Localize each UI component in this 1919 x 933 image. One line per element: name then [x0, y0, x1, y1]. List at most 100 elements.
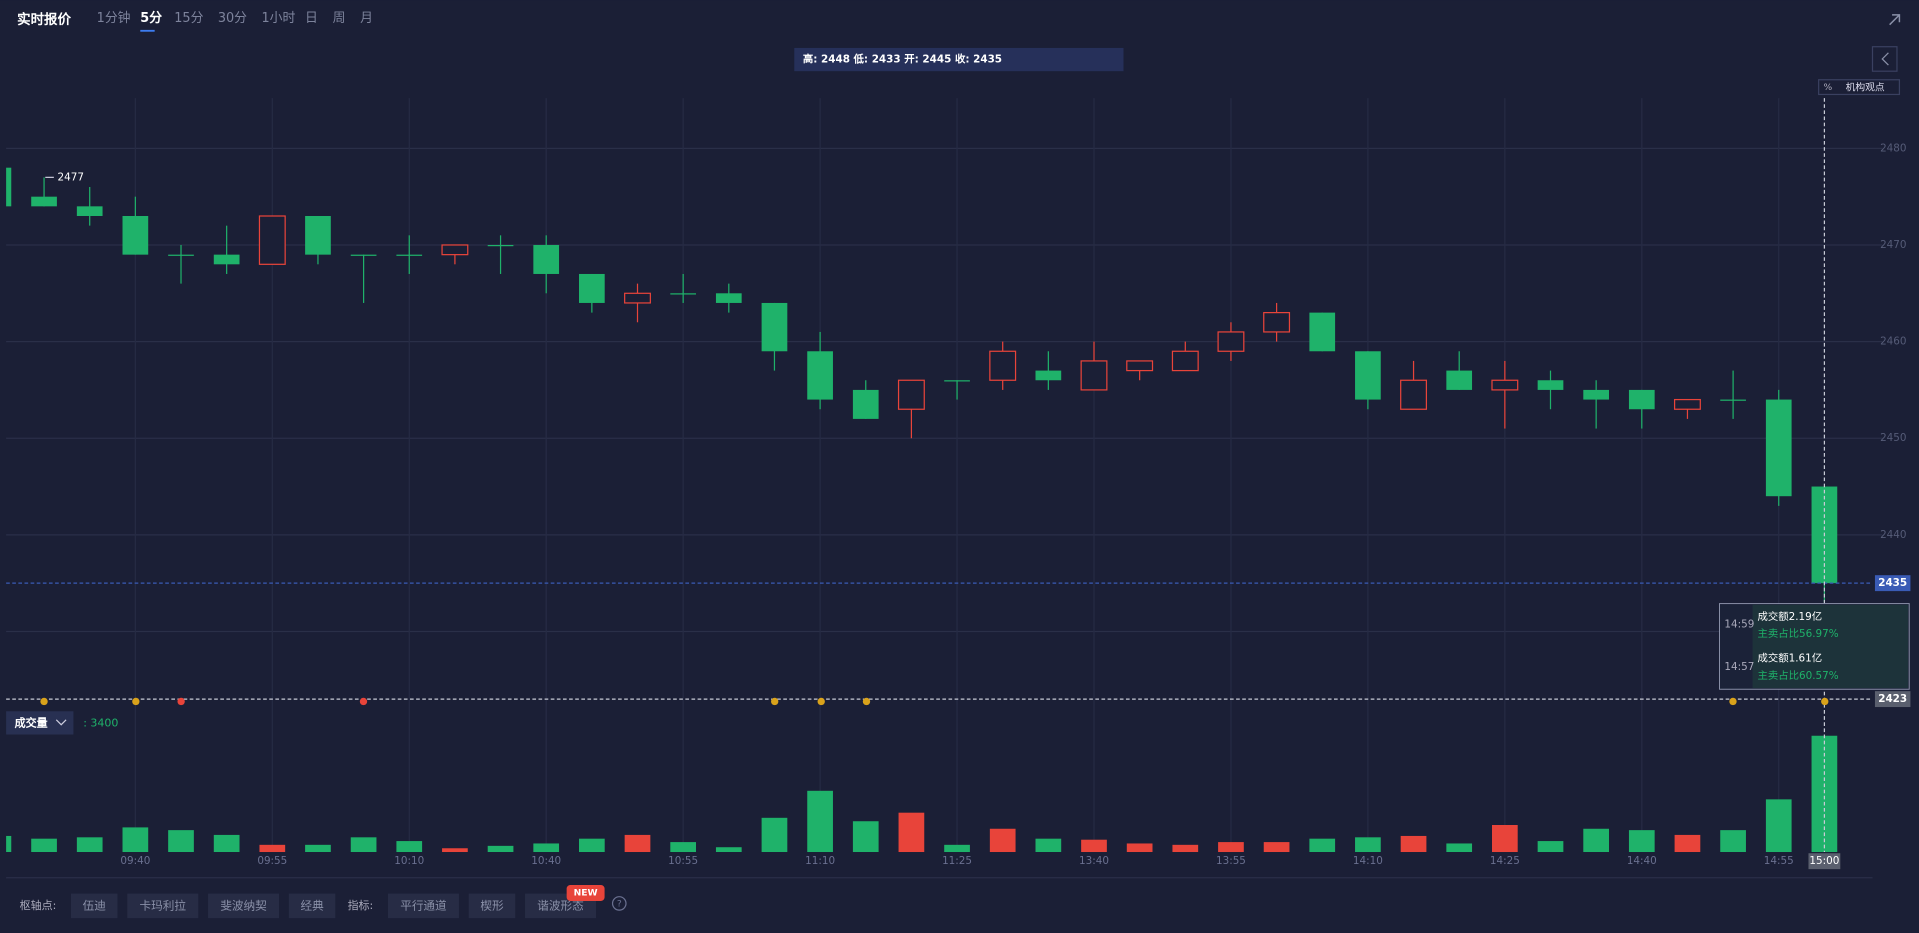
x-tick-label: 10:40 — [531, 855, 561, 867]
volume-bar — [1355, 837, 1381, 853]
volume-bar — [213, 834, 240, 853]
info-bar — [794, 47, 1124, 72]
event-marker[interactable] — [862, 697, 871, 706]
candle-body — [807, 351, 833, 400]
candle-body — [1628, 389, 1655, 410]
volume-bar — [350, 837, 377, 853]
timeframe-tab[interactable]: 5分 — [140, 10, 162, 26]
candle-body — [852, 389, 879, 419]
volume-bar — [259, 844, 286, 853]
volume-bar — [31, 838, 57, 853]
volume-bar — [305, 844, 331, 853]
toolbar-button[interactable] — [127, 893, 199, 919]
dropdown-arrow — [55, 719, 67, 726]
volume-bar — [487, 845, 514, 853]
event-marker[interactable] — [1729, 697, 1737, 706]
event-marker[interactable] — [40, 697, 48, 706]
toolbar-button-label[interactable]: 经典 — [300, 898, 324, 912]
toolbar-button-label[interactable]: 楔形 — [480, 898, 504, 912]
event-marker[interactable] — [359, 697, 368, 706]
x-tick-label: 14:40 — [1627, 855, 1657, 867]
volume-bar — [442, 848, 468, 853]
help-icon[interactable] — [611, 896, 627, 911]
timeframe-tab[interactable]: 月 — [360, 11, 373, 26]
candle-body — [1171, 350, 1199, 372]
timeframe-tab[interactable]: 日 — [305, 11, 318, 26]
toolbar-button[interactable] — [70, 893, 118, 919]
volume-bar — [122, 827, 149, 853]
timeframe-tab[interactable]: 15分 — [174, 11, 203, 26]
timeframe-tab[interactable]: 1分钟 — [97, 10, 131, 26]
new-badge-label: NEW — [574, 888, 598, 899]
crosshair-tag — [1874, 691, 1911, 708]
candle-body — [579, 273, 605, 303]
candle-body — [1537, 380, 1564, 390]
candle-body — [670, 293, 697, 295]
volume-bar — [989, 828, 1016, 853]
volume-bar — [1537, 841, 1564, 853]
volume-bar — [715, 847, 742, 853]
y-tick-label: 2450 — [1880, 432, 1906, 444]
side-toggle[interactable] — [1871, 46, 1898, 72]
toolbar-button[interactable] — [208, 893, 280, 919]
tooltip-shade — [1752, 604, 1908, 689]
candle-body — [1720, 399, 1746, 401]
volume-readout: : 3400 — [83, 717, 118, 730]
tooltip-amount: 成交额1.61亿 — [1757, 652, 1822, 665]
volume-bar — [624, 834, 651, 853]
timeframe-tab[interactable]: 周 — [333, 11, 346, 26]
candle-body — [487, 244, 514, 247]
event-marker[interactable] — [177, 697, 185, 706]
x-tick-label: 11:25 — [942, 855, 972, 867]
event-marker[interactable] — [771, 697, 779, 706]
tooltip-amount: 成交额2.19亿 — [1757, 610, 1822, 623]
volume-bar — [579, 838, 605, 853]
volume-bar — [1126, 843, 1153, 853]
candle-body — [1491, 379, 1519, 391]
tooltip-time: 14:57 — [1724, 661, 1754, 673]
candle-body — [944, 380, 970, 382]
side-toggle-icon — [1881, 52, 1889, 66]
tooltip: 14:59 成交额2.19亿 主卖占比56.97% 14:57 成交额1.61亿… — [1719, 603, 1910, 690]
plot — [6, 167, 1838, 853]
volume-bar — [1583, 828, 1609, 853]
event-marker[interactable] — [132, 697, 140, 706]
volume-bar — [944, 844, 970, 853]
volume-bar — [670, 842, 697, 853]
candle-body — [989, 350, 1017, 381]
toolbar-button-label[interactable]: 平行通道 — [400, 898, 447, 912]
timeframe-tab[interactable]: 30分 — [218, 11, 247, 26]
candle-body — [76, 206, 103, 216]
toolbar-button-label[interactable]: 伍迪 — [83, 898, 107, 912]
crosshair-label: 2423 — [1878, 693, 1907, 705]
help-label[interactable]: ? — [617, 899, 622, 910]
toolbar-button-label[interactable]: 卡玛利拉 — [140, 898, 187, 912]
volume-name[interactable]: 成交量 — [15, 716, 48, 730]
event-marker[interactable] — [1821, 697, 1829, 706]
timeframe-tab[interactable]: 1小时 — [261, 11, 295, 26]
collapse-icon[interactable] — [1889, 14, 1901, 26]
volume-bar — [761, 817, 788, 853]
toolbar-button[interactable] — [468, 893, 516, 919]
candle-body — [350, 254, 377, 256]
volume-bar — [1628, 830, 1655, 853]
grid: 24302440245024602470248009:4009:5510:101… — [6, 98, 1907, 867]
toolbar-button[interactable] — [387, 893, 459, 919]
volume-bar — [1172, 844, 1199, 853]
candle-body — [258, 215, 286, 265]
toolbar-button-label[interactable]: 斐波纳契 — [220, 898, 267, 912]
candle-body — [1583, 389, 1609, 400]
toolbar-button[interactable] — [288, 893, 336, 919]
volume-bar — [533, 843, 560, 853]
candle-body — [122, 215, 149, 255]
toolbar-button-label[interactable]: 谐波形态 — [537, 898, 584, 912]
candle-body — [213, 254, 240, 265]
side-link[interactable]: 机构观点 — [1846, 81, 1885, 94]
volume-selector[interactable] — [6, 711, 74, 735]
x-tick-label: 15:00 — [1809, 855, 1839, 867]
y-tick-label: 2480 — [1880, 142, 1906, 154]
event-marker[interactable] — [817, 697, 825, 706]
side-link-box[interactable] — [1818, 79, 1901, 96]
candle-body — [1080, 360, 1108, 391]
